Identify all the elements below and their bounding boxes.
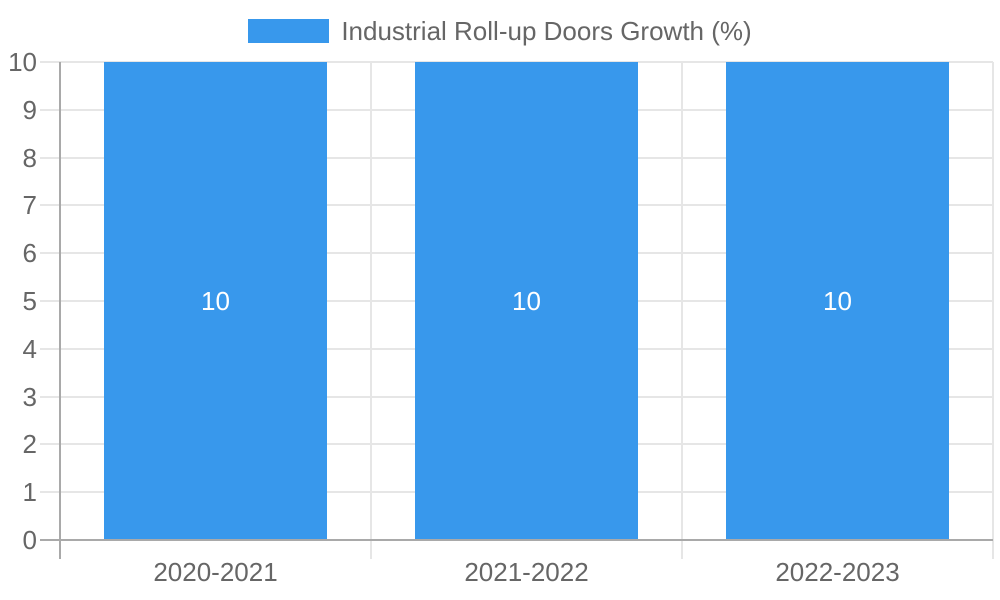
bar-value-label: 10 [201,286,230,316]
y-tick-label: 0 [22,525,37,555]
y-tick-label: 6 [22,238,37,269]
x-gridline [370,62,372,559]
legend-swatch [248,19,330,43]
y-tick-label: 1 [22,477,37,508]
y-tick-label: 4 [22,333,37,364]
x-tick-label: 2021-2022 [464,557,589,587]
x-tick-label: 2022-2023 [775,557,900,587]
y-tick-label: 9 [22,94,37,125]
legend-label: Industrial Roll-up Doors Growth (%) [341,16,752,46]
x-tick-label: 2020-2021 [153,557,278,587]
bar [726,62,949,540]
bar-value-label: 10 [823,286,852,316]
y-axis-line [59,62,61,559]
bar-value-label: 10 [512,286,541,316]
bar [104,62,327,540]
x-axis-line [40,539,993,541]
bar [415,62,638,540]
y-tick-label: 7 [22,190,37,221]
legend[interactable]: Industrial Roll-up Doors Growth (%) [0,17,1000,45]
y-tick-label: 10 [8,47,37,77]
x-gridline [992,62,994,559]
y-tick-label: 8 [22,142,37,173]
x-gridline [681,62,683,559]
y-tick-label: 2 [22,429,37,460]
y-tick-label: 5 [22,286,37,316]
y-tick-label: 3 [22,381,37,412]
